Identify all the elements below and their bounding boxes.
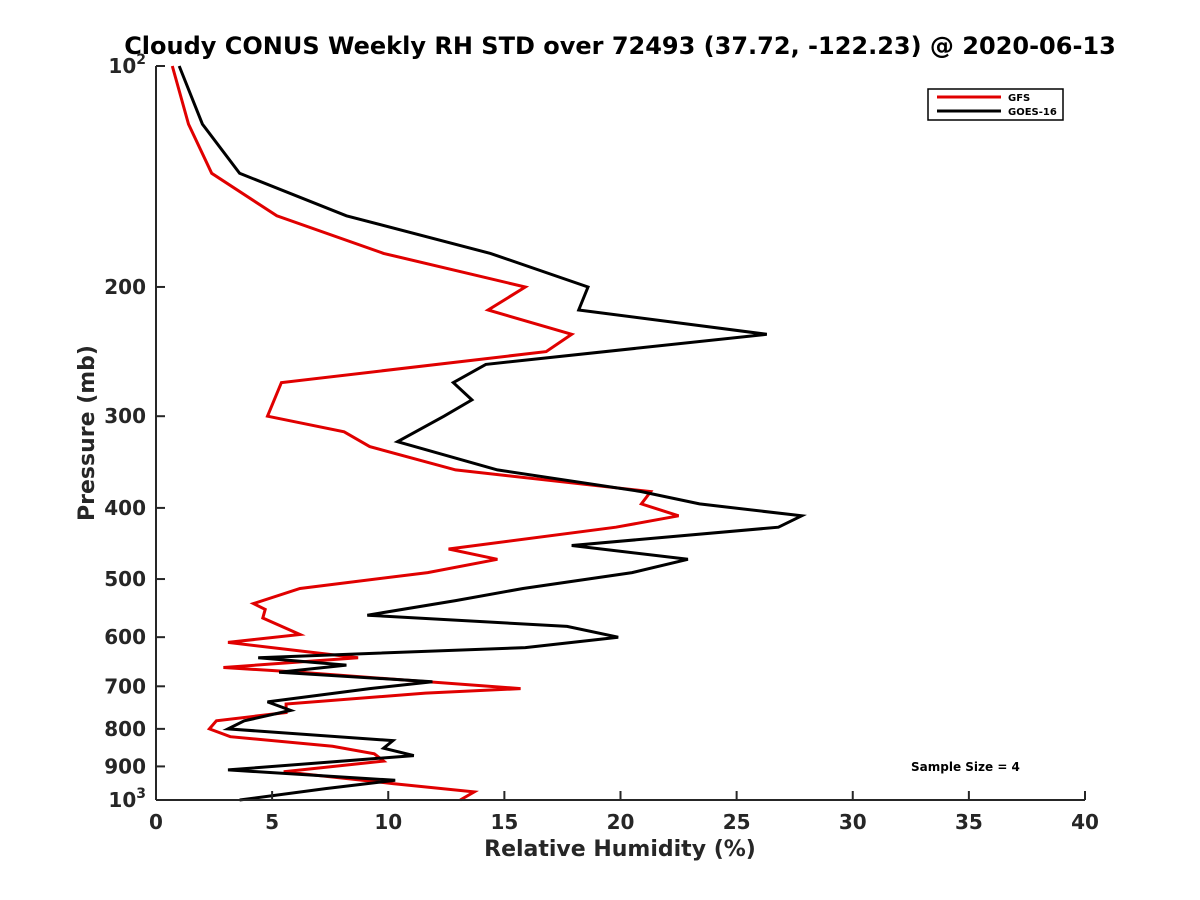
x-tick-label: 5 [265, 810, 279, 834]
y-tick-label: 200 [104, 275, 146, 299]
y-tick-label: 102 [108, 52, 146, 78]
series-line-goes16 [177, 65, 807, 802]
chart-title: Cloudy CONUS Weekly RH STD over 72493 (3… [124, 32, 1116, 60]
y-tick-label: 800 [104, 717, 146, 741]
y-tick-label: 400 [104, 496, 146, 520]
y-axis-label: Pressure (mb) [75, 345, 100, 521]
legend-label-gfs: GFS [1008, 93, 1030, 104]
x-tick-label: 30 [839, 810, 867, 834]
y-ticks: 102 200 300 400 500 600 700 800 900 103 [104, 52, 165, 812]
x-tick-label: 0 [149, 810, 163, 834]
legend-label-goes16: GOES-16 [1008, 107, 1057, 118]
y-tick-label: 700 [104, 674, 146, 698]
series-layer [170, 65, 807, 802]
sample-size-annotation: Sample Size = 4 [911, 760, 1020, 774]
x-tick-label: 25 [723, 810, 751, 834]
legend-box [927, 88, 1064, 121]
y-tick-label: 600 [104, 625, 146, 649]
y-tick-label: 103 [108, 786, 146, 812]
x-ticks: 0 5 10 15 20 25 30 35 40 [149, 791, 1099, 834]
axes [155, 66, 1085, 801]
x-axis-label: Relative Humidity (%) [484, 837, 756, 862]
x-tick-label: 35 [955, 810, 983, 834]
y-tick-label: 500 [104, 567, 146, 591]
x-tick-label: 20 [607, 810, 635, 834]
y-tick-label: 900 [104, 754, 146, 778]
x-tick-label: 40 [1071, 810, 1099, 834]
y-tick-label: 300 [104, 404, 146, 428]
x-tick-label: 10 [374, 810, 402, 834]
legend: GFS GOES-16 [927, 88, 1064, 121]
x-tick-label: 15 [490, 810, 518, 834]
series-line-gfs [170, 65, 680, 802]
